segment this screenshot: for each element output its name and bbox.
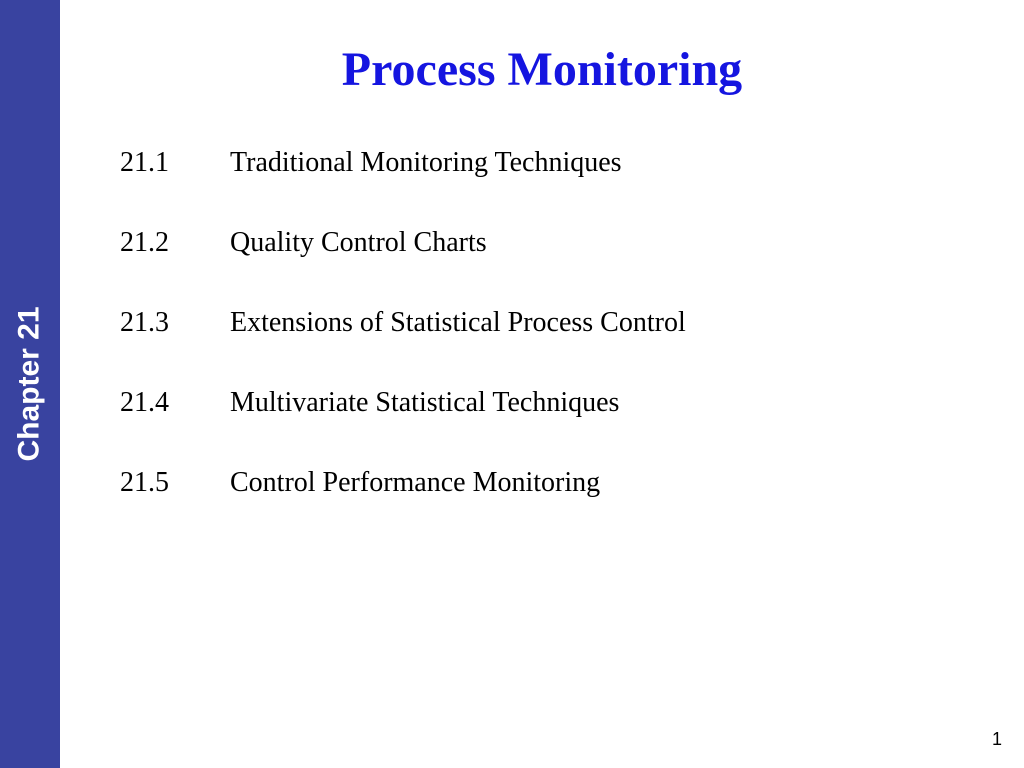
slide-content: Process Monitoring 21.1 Traditional Moni…: [60, 0, 1024, 768]
slide-title: Process Monitoring: [60, 42, 1024, 97]
chapter-label: Chapter 21: [13, 306, 47, 461]
toc-label: Traditional Monitoring Techniques: [230, 147, 1024, 179]
chapter-sidebar: Chapter 21: [0, 0, 60, 768]
toc-item: 21.5 Control Performance Monitoring: [120, 467, 1024, 499]
toc-item: 21.4 Multivariate Statistical Techniques: [120, 387, 1024, 419]
toc-label: Multivariate Statistical Techniques: [230, 387, 1024, 419]
toc-label: Control Performance Monitoring: [230, 467, 1024, 499]
toc-number: 21.2: [120, 227, 230, 259]
toc-item: 21.1 Traditional Monitoring Techniques: [120, 147, 1024, 179]
toc-number: 21.4: [120, 387, 230, 419]
toc-label: Extensions of Statistical Process Contro…: [230, 307, 1024, 339]
toc-item: 21.3 Extensions of Statistical Process C…: [120, 307, 1024, 339]
page-number: 1: [992, 729, 1002, 750]
toc-number: 21.1: [120, 147, 230, 179]
table-of-contents: 21.1 Traditional Monitoring Techniques 2…: [60, 147, 1024, 499]
toc-number: 21.3: [120, 307, 230, 339]
toc-number: 21.5: [120, 467, 230, 499]
toc-label: Quality Control Charts: [230, 227, 1024, 259]
toc-item: 21.2 Quality Control Charts: [120, 227, 1024, 259]
